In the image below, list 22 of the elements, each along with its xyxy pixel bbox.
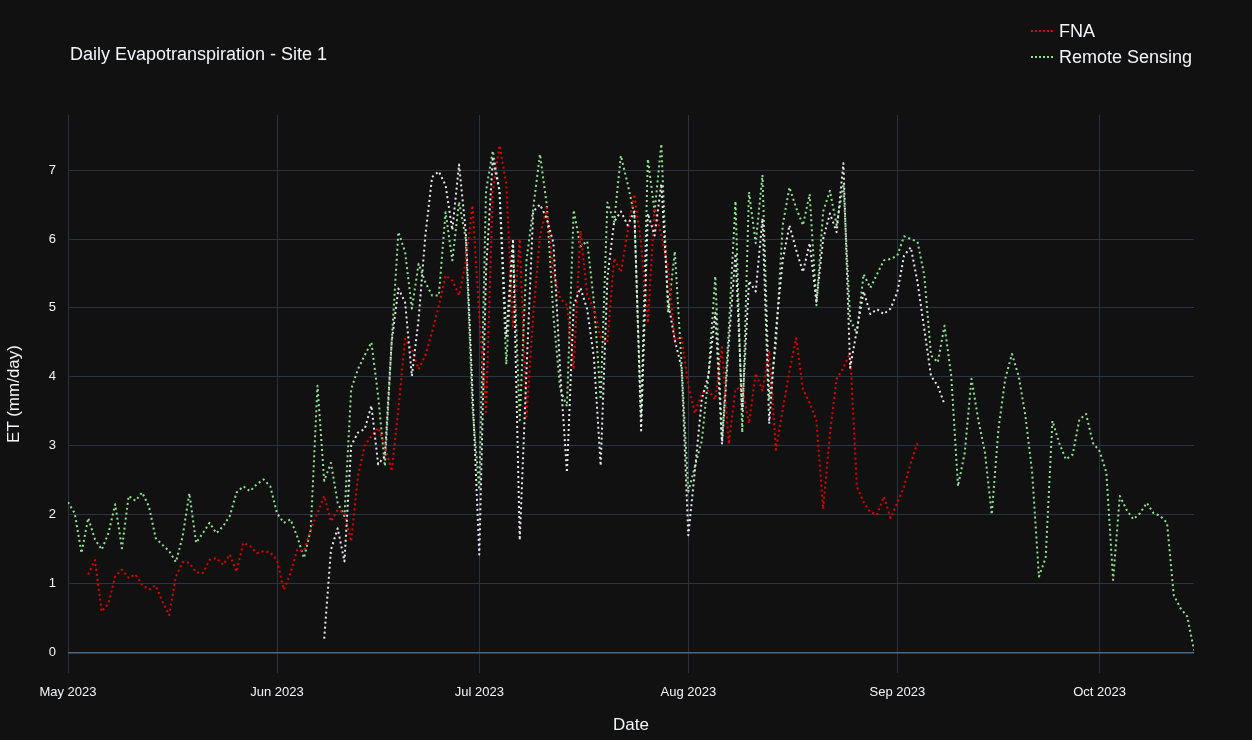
legend-label: Remote Sensing [1058, 46, 1192, 68]
y-tick-label: 3 [48, 437, 56, 453]
line-series [323, 158, 946, 640]
line-series [87, 144, 919, 617]
chart-title: Daily Evapotranspiration - Site 1 [70, 44, 328, 65]
legend-label: FNA [1058, 20, 1095, 42]
y-tick-label: 0 [48, 643, 56, 659]
y-tick-label: 1 [48, 575, 56, 591]
x-tick-label: Oct 2023 [1073, 684, 1126, 700]
y-tick-label: 5 [48, 299, 56, 315]
x-tick-label: Aug 2023 [660, 684, 717, 700]
x-axis-title: Date [613, 715, 649, 735]
x-tick-label: Sep 2023 [869, 684, 926, 700]
x-tick-label: May 2023 [39, 684, 97, 700]
y-tick-label: 6 [48, 230, 56, 246]
y-tick-label: 7 [48, 161, 56, 177]
y-axis-title: ET (mm/day) [3, 345, 23, 443]
y-tick-label: 4 [48, 368, 56, 384]
x-tick-label: Jul 2023 [454, 684, 504, 700]
y-tick-label: 2 [48, 506, 56, 522]
x-tick-label: Jun 2023 [250, 684, 304, 700]
line-series [68, 142, 1194, 652]
